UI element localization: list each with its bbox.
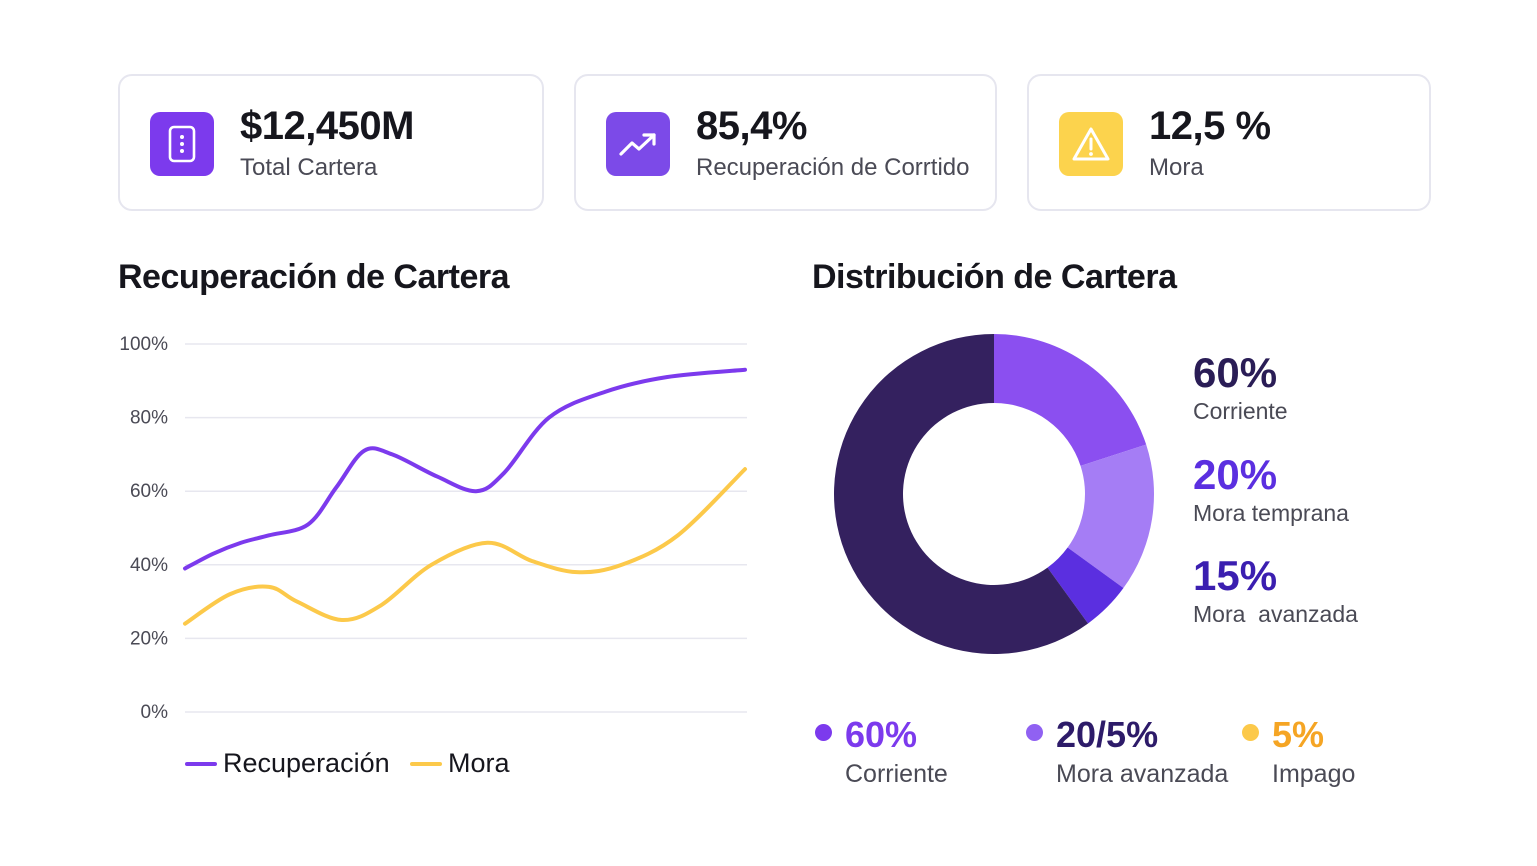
y-tick-label: 80%	[130, 408, 168, 429]
side-legend-item: 15% Mora avanzada	[1193, 553, 1358, 629]
kpi-card-total-cartera: $12,450M Total Cartera	[118, 74, 544, 211]
legend-mora: Mora	[410, 748, 510, 779]
legend-dot	[1242, 724, 1259, 741]
donut-slice-mora-temprana	[994, 334, 1147, 466]
line-chart: 100% 80% 60% 40% 20% 0%	[119, 334, 747, 723]
kpi-card-mora: 12,5 % Mora	[1027, 74, 1431, 211]
donut-chart-title: Distribución de Cartera	[812, 258, 1177, 296]
kpi-value: 85,4%	[696, 104, 807, 148]
trending-up-icon	[619, 133, 656, 156]
side-legend-pct: 20%	[1193, 451, 1278, 498]
bottom-legend-pct: 5%	[1272, 714, 1325, 755]
bottom-legend-label: Impago	[1272, 760, 1356, 788]
trending-up-icon-box	[606, 112, 670, 176]
side-legend-pct: 60%	[1193, 349, 1278, 396]
legend-swatch-recuperacion	[185, 761, 217, 766]
kpi-card-recuperacion: 85,4% Recuperación de Corrtido	[574, 74, 997, 211]
line-chart-title: Recuperación de Cartera	[118, 258, 510, 296]
side-legend-item: 20% Mora temprana	[1193, 452, 1349, 528]
side-legend-item: 60% Corriente	[1193, 350, 1288, 426]
donut-slice-mora-avanzada	[1067, 444, 1154, 589]
wallet-icon	[168, 125, 196, 163]
kpi-value: 12,5 %	[1149, 104, 1271, 148]
series-line-mora	[183, 467, 747, 626]
side-legend-label: Corriente	[1193, 398, 1288, 424]
donut-chart	[834, 334, 1154, 654]
y-tick-label: 40%	[130, 555, 168, 576]
warning-icon-box	[1059, 112, 1123, 176]
kpi-value: $12,450M	[240, 104, 414, 148]
bottom-legend-pct: 20/5%	[1056, 714, 1159, 755]
y-tick-label: 100%	[119, 334, 168, 355]
side-legend-pct: 15%	[1193, 552, 1278, 599]
legend-dot	[1026, 724, 1043, 741]
legend-swatch-mora	[410, 761, 442, 766]
legend-dot	[815, 724, 832, 741]
bottom-legend-label: Corriente	[845, 760, 948, 788]
side-legend-label: Mora avanzada	[1193, 601, 1358, 627]
legend-label: Mora	[448, 748, 510, 778]
kpi-label: Total Cartera	[240, 154, 378, 181]
legend-recuperacion: Recuperación	[185, 748, 390, 779]
legend-label: Recuperación	[223, 748, 390, 778]
donut-slice-corriente	[834, 334, 1089, 654]
kpi-label: Mora	[1149, 154, 1204, 181]
y-tick-label: 60%	[130, 481, 168, 502]
donut-slice-impago	[1047, 547, 1124, 624]
bottom-legend-label: Mora avanzada	[1056, 760, 1229, 788]
wallet-icon-box	[150, 112, 214, 176]
y-tick-label: 20%	[130, 628, 168, 649]
series-line-recuperacion	[183, 367, 747, 571]
warning-icon	[1072, 127, 1110, 161]
side-legend-label: Mora temprana	[1193, 500, 1349, 526]
bottom-legend-pct: 60%	[845, 714, 918, 755]
y-tick-label: 0%	[141, 702, 169, 723]
kpi-label: Recuperación de Corrtido	[696, 154, 970, 181]
